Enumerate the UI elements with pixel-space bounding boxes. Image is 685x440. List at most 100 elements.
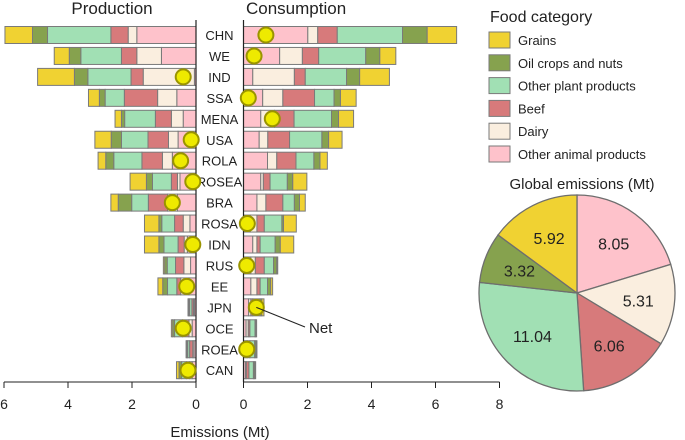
net-annotation-line bbox=[256, 306, 306, 328]
net-marker bbox=[263, 110, 281, 128]
bar-segment-beef bbox=[174, 214, 184, 233]
bar-segment-other-animal-products bbox=[160, 46, 197, 65]
bar-segment-oil-crops-and-nuts bbox=[73, 67, 89, 86]
bar-segment-beef bbox=[177, 235, 185, 254]
bar-segment-oil-crops-and-nuts bbox=[313, 151, 321, 170]
bar-segment-beef bbox=[282, 88, 316, 107]
bar-segment-grains bbox=[143, 235, 160, 254]
bar-segment-other-plant-products bbox=[295, 151, 315, 170]
net-marker bbox=[179, 361, 197, 379]
net-marker bbox=[238, 256, 256, 274]
net-marker bbox=[239, 89, 257, 107]
x-tick-label: 8 bbox=[496, 396, 504, 412]
bar-segment-beef bbox=[276, 151, 297, 170]
legend-swatch bbox=[488, 122, 511, 140]
category-label: MENA bbox=[201, 112, 239, 127]
bar-segment-other-plant-products bbox=[263, 256, 275, 275]
bar-segment-grains bbox=[283, 214, 297, 233]
bar-segment-dairy bbox=[279, 46, 303, 65]
bar-segment-other-animal-products bbox=[243, 130, 260, 149]
bar-segment-other-animal-products bbox=[136, 26, 197, 44]
bar-segment-other-plant-products bbox=[87, 67, 132, 86]
bar-segment-oil-crops-and-nuts bbox=[365, 46, 381, 65]
bar-segment-grains bbox=[187, 298, 190, 317]
net-marker bbox=[184, 173, 202, 191]
bar-segment-other-plant-products bbox=[80, 46, 122, 65]
net-marker bbox=[174, 68, 192, 86]
bar-segment-other-plant-products bbox=[259, 235, 276, 254]
bar-segment-other-plant-products bbox=[104, 88, 125, 107]
bar-segment-other-animal-products bbox=[243, 193, 258, 212]
bar-segment-dairy bbox=[256, 193, 267, 212]
bar-segment-other-plant-products bbox=[47, 26, 112, 44]
net-marker bbox=[238, 340, 256, 358]
bar-segment-grains bbox=[270, 277, 274, 296]
bar-segment-dairy bbox=[250, 277, 258, 296]
bar-segment-dairy bbox=[182, 214, 191, 233]
legend-title: Food category bbox=[490, 9, 592, 26]
pie-value-label: 6.06 bbox=[594, 339, 625, 356]
bar-segment-beef bbox=[265, 193, 284, 212]
legend-swatch bbox=[488, 31, 511, 49]
bar-segment-grains bbox=[157, 277, 164, 296]
bar-segment-grains bbox=[319, 151, 328, 170]
bar-segment-beef bbox=[147, 130, 169, 149]
bar-segment-other-plant-products bbox=[293, 109, 332, 128]
x-tick-label: 2 bbox=[128, 396, 136, 412]
bar-segment-other-animal-products bbox=[243, 109, 262, 128]
net-marker bbox=[174, 319, 192, 337]
bar-segment-grains bbox=[339, 88, 357, 107]
bar-segment-grains bbox=[87, 88, 100, 107]
bar-segment-oil-crops-and-nuts bbox=[105, 151, 115, 170]
net-marker bbox=[182, 131, 200, 149]
bar-segment-other-animal-products bbox=[189, 214, 197, 233]
pie-value-label: 5.31 bbox=[623, 294, 654, 311]
bar-segment-grains bbox=[97, 151, 107, 170]
category-label: CHN bbox=[205, 28, 233, 43]
category-label: USA bbox=[206, 133, 233, 148]
bar-segment-beef bbox=[256, 214, 265, 233]
category-label: ROSEA bbox=[197, 175, 243, 190]
bar-segment-beef bbox=[123, 88, 159, 107]
bar-segment-oil-crops-and-nuts bbox=[274, 235, 281, 254]
bar-segment-oil-crops-and-nuts bbox=[331, 109, 340, 128]
x-tick-label: 0 bbox=[192, 396, 200, 412]
legend-label: Other plant products bbox=[518, 79, 636, 94]
x-axis-label: Emissions (Mt) bbox=[170, 424, 269, 440]
category-label: BRA bbox=[206, 196, 233, 211]
bar-segment-other-animal-products bbox=[182, 109, 197, 128]
pie-title: Global emissions (Mt) bbox=[509, 176, 654, 193]
bar-segment-beef bbox=[130, 67, 144, 86]
bar-segment-grains bbox=[426, 26, 458, 44]
bar-segment-grains bbox=[110, 193, 119, 212]
bar-segment-grains bbox=[114, 109, 122, 128]
bar-segment-beef bbox=[301, 46, 320, 65]
bar-segment-other-plant-products bbox=[248, 361, 254, 380]
bar-segment-other-plant-products bbox=[120, 130, 149, 149]
bar-segment-other-plant-products bbox=[318, 46, 367, 65]
bar-segment-oil-crops-and-nuts bbox=[98, 88, 106, 107]
category-label: CAN bbox=[206, 363, 233, 378]
pie-slice-dairy bbox=[575, 263, 676, 345]
category-label: IND bbox=[208, 70, 230, 85]
category-label: ROLA bbox=[202, 154, 238, 169]
bar-segment-dairy bbox=[127, 26, 138, 44]
bar-segment-dairy bbox=[157, 88, 178, 107]
pie-slice-grains bbox=[497, 194, 578, 295]
legend-swatch bbox=[488, 99, 511, 117]
bar-segment-beef bbox=[110, 26, 129, 44]
bar-segment-oil-crops-and-nuts bbox=[117, 193, 133, 212]
bar-segment-grains bbox=[129, 172, 147, 191]
bar-segment-dairy bbox=[252, 67, 295, 86]
bar-segment-dairy bbox=[183, 256, 192, 275]
bar-segment-dairy bbox=[258, 130, 269, 149]
bar-segment-dairy bbox=[167, 130, 179, 149]
x-tick-label: 0 bbox=[240, 396, 248, 412]
legend-label: Other animal products bbox=[518, 147, 646, 162]
pie-value-label: 5.92 bbox=[534, 231, 565, 248]
consumption-title: Consumption bbox=[246, 0, 346, 18]
net-marker bbox=[184, 236, 202, 253]
bar-segment-beef bbox=[254, 256, 265, 275]
bar-segment-dairy bbox=[161, 151, 173, 170]
